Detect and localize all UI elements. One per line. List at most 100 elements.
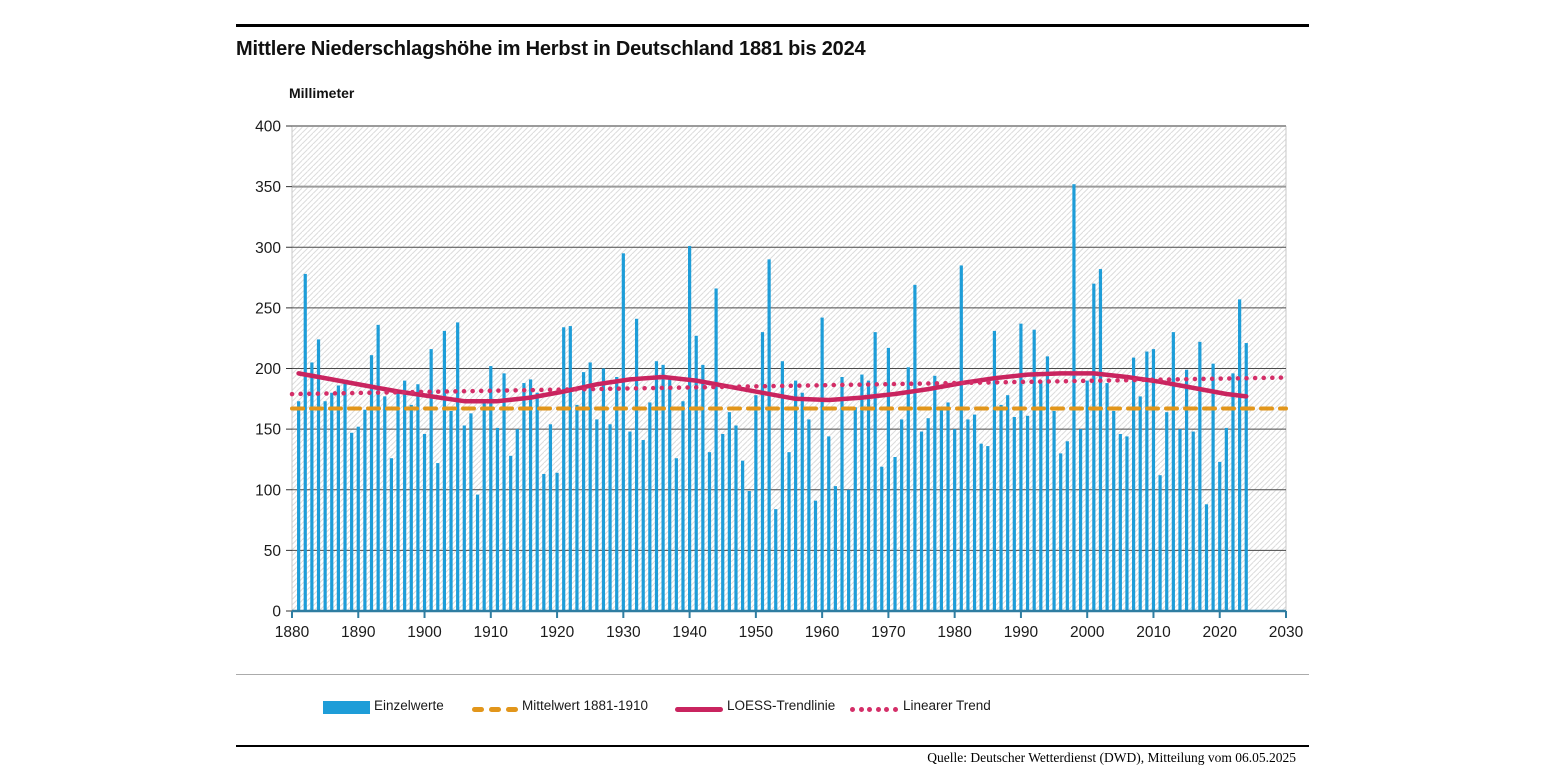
x-tick-label-2010: 2010 (1136, 624, 1171, 641)
y-tick-label-400: 400 (255, 119, 281, 136)
bar-1923 (575, 404, 579, 611)
y-tick-label-300: 300 (255, 240, 281, 257)
bar-1901 (429, 349, 433, 611)
legend-dashed-swatch (489, 707, 501, 712)
bar-1883 (310, 362, 314, 611)
bar-1910 (489, 366, 493, 611)
bar-1985 (986, 446, 990, 611)
bar-1915 (522, 383, 526, 611)
bar-1999 (1078, 429, 1083, 611)
legend-label-loess: LOESS-Trendlinie (727, 698, 836, 713)
legend-dot-swatch (884, 707, 889, 712)
bar-1936 (661, 364, 665, 611)
bar-2013 (1171, 332, 1175, 611)
bar-1881 (297, 401, 301, 611)
bar-1991 (1025, 415, 1030, 611)
bar-1902 (436, 463, 440, 611)
x-tick-label-1910: 1910 (474, 624, 509, 641)
y-tick-label-100: 100 (255, 482, 281, 499)
bar-1964 (847, 489, 851, 611)
bar-1911 (495, 427, 500, 611)
bar-1884 (316, 339, 321, 611)
x-tick-label-1890: 1890 (341, 624, 376, 641)
bar-2023 (1238, 299, 1242, 611)
x-tick-label-1980: 1980 (937, 624, 972, 641)
bar-1919 (548, 424, 553, 611)
legend-dot-swatch (875, 707, 881, 712)
bar-1897 (403, 380, 407, 611)
bar-2004 (1112, 410, 1116, 611)
bar-1927 (601, 368, 606, 611)
bar-1929 (615, 376, 619, 611)
bar-1903 (442, 330, 447, 611)
bar-2009 (1145, 351, 1149, 611)
bar-1924 (581, 372, 586, 611)
x-tick-label-1940: 1940 (672, 624, 707, 641)
bar-1997 (1065, 441, 1069, 611)
chart-title: Mittlere Niederschlagshöhe im Herbst in … (236, 38, 866, 60)
bar-1928 (608, 424, 612, 611)
legend-dot-swatch (850, 707, 855, 712)
bar-1940 (688, 246, 692, 611)
bar-1986 (992, 330, 997, 611)
bar-1886 (330, 392, 334, 611)
bar-2016 (1191, 431, 1195, 611)
bar-2003 (1105, 383, 1109, 611)
bar-1890 (356, 426, 360, 611)
bar-1939 (681, 401, 685, 611)
y-tick-label-350: 350 (255, 179, 281, 196)
bar-1944 (714, 288, 718, 611)
bar-1962 (833, 486, 837, 611)
bar-1963 (840, 376, 844, 611)
bar-1899 (416, 384, 420, 611)
bar-1959 (813, 500, 818, 611)
bar-1907 (469, 413, 473, 611)
bar-2006 (1125, 436, 1129, 611)
x-tick-label-2030: 2030 (1269, 624, 1304, 641)
bar-2000 (1085, 380, 1089, 611)
bar-1894 (383, 396, 387, 611)
bar-1980 (953, 429, 957, 611)
x-tick-label-2020: 2020 (1202, 624, 1237, 641)
x-tick-label-1960: 1960 (805, 624, 840, 641)
legend-dashed-swatch (506, 707, 518, 712)
bar-2001 (1092, 283, 1096, 611)
bar-1935 (654, 361, 659, 611)
bar-1898 (409, 404, 413, 611)
bar-1989 (1012, 417, 1016, 611)
bar-1993 (1039, 380, 1043, 611)
bar-1952 (767, 259, 771, 611)
bar-2014 (1178, 429, 1182, 611)
bar-1956 (794, 380, 798, 611)
bar-1912 (502, 373, 506, 611)
bar-1948 (741, 460, 745, 611)
bar-1990 (1019, 323, 1023, 611)
x-tick-label-1900: 1900 (407, 624, 442, 641)
loess-line (296, 371, 1249, 404)
source-attribution: Quelle: Deutscher Wetterdienst (DWD), Mi… (927, 750, 1296, 765)
bar-1889 (350, 432, 354, 611)
precipitation-bar-chart: 0 50 100 150 200 250 300 350 400 1880 1890 1900 1910… (255, 119, 1304, 642)
y-tick-label-50: 50 (264, 543, 282, 560)
bar-2005 (1118, 433, 1122, 611)
bar-1975 (919, 431, 924, 611)
bar-1998 (1072, 184, 1076, 611)
bar-1950 (754, 395, 758, 611)
bar-1996 (1059, 453, 1063, 611)
bar-1937 (668, 376, 672, 611)
bar-1966 (860, 374, 864, 611)
legend-divider (236, 674, 1309, 675)
top-divider (236, 24, 1309, 27)
legend-dot-swatch (858, 707, 864, 712)
bar-1930 (621, 253, 625, 611)
bar-1988 (1006, 395, 1010, 611)
bar-2007 (1131, 357, 1136, 611)
x-tick-label-1950: 1950 (739, 624, 774, 641)
bar-2019 (1211, 363, 1215, 611)
bar-2002 (1098, 269, 1103, 611)
bar-2022 (1231, 373, 1235, 611)
bar-1934 (648, 402, 652, 611)
bar-1977 (933, 375, 937, 611)
bar-2020 (1218, 461, 1222, 611)
bar-1882 (303, 273, 307, 611)
